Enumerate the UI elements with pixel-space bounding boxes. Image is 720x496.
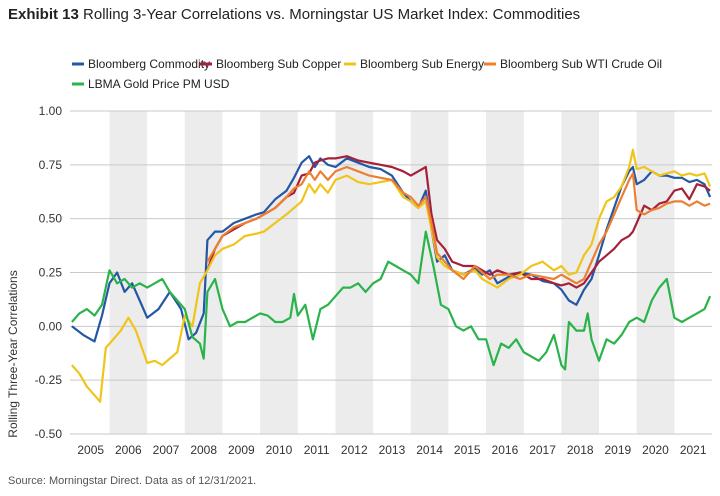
series-line-bloomberg-sub-energy xyxy=(71,148,712,403)
legend-label: LBMA Gold Price PM USD xyxy=(88,77,230,91)
x-tick-label: 2017 xyxy=(529,443,556,457)
x-tick-label: 2010 xyxy=(266,443,293,457)
chart-title: Exhibit 13 Rolling 3-Year Correlations v… xyxy=(8,6,580,23)
legend-label: Bloomberg Sub WTI Crude Oil xyxy=(500,57,662,71)
x-tick-label: 2012 xyxy=(341,443,368,457)
x-tick-label: 2011 xyxy=(304,443,330,457)
y-tick-label: 0.50 xyxy=(39,212,63,226)
y-tick-label: -0.25 xyxy=(35,373,63,387)
series-line-bloomberg-sub-wti-crude-oil xyxy=(206,165,711,285)
x-tick-label: 2009 xyxy=(228,443,255,457)
series-lines xyxy=(71,148,712,403)
x-tick-label: 2013 xyxy=(379,443,406,457)
y-tick-label: -0.50 xyxy=(35,427,63,441)
x-tick-label: 2007 xyxy=(153,443,180,457)
y-tick-label: 1.00 xyxy=(39,104,63,118)
x-axis: 2005 2006 2007 2008 2009 2010 2011 2012 2013 2014… xyxy=(77,443,706,457)
y-tick-label: 0.75 xyxy=(39,158,63,172)
grid-lines xyxy=(70,110,712,435)
y-tick-label: 0.25 xyxy=(39,266,63,280)
x-tick-label: 2020 xyxy=(642,443,669,457)
x-tick-label: 2021 xyxy=(680,443,707,457)
x-tick-label: 2008 xyxy=(190,443,217,457)
source-note: Source: Morningstar Direct. Data as of 1… xyxy=(8,475,257,487)
y-tick-label: 0.00 xyxy=(39,319,63,333)
legend-label: Bloomberg Commodity xyxy=(88,57,210,71)
series-line-lbma-gold-price-pm-usd xyxy=(71,230,712,371)
y-axis-label: Rolling Three-Year Correlations xyxy=(6,270,20,437)
legend: Bloomberg Commodity Bloomberg Sub Copper B… xyxy=(72,57,662,91)
legend-label: Bloomberg Sub Copper xyxy=(216,57,341,71)
x-tick-label: 2016 xyxy=(492,443,519,457)
x-tick-label: 2019 xyxy=(605,443,632,457)
x-tick-label: 2014 xyxy=(416,443,443,457)
title-text: Rolling 3-Year Correlations vs. Mornings… xyxy=(83,6,581,23)
x-tick-label: 2015 xyxy=(454,443,481,457)
legend-label: Bloomberg Sub Energy xyxy=(360,57,484,71)
x-tick-label: 2006 xyxy=(115,443,142,457)
x-tick-label: 2018 xyxy=(567,443,594,457)
exhibit-number: Exhibit 13 xyxy=(8,6,79,23)
y-axis: 1.00 0.75 0.50 0.25 0.00 -0.25 -0.50 xyxy=(35,104,63,441)
x-tick-label: 2005 xyxy=(77,443,104,457)
